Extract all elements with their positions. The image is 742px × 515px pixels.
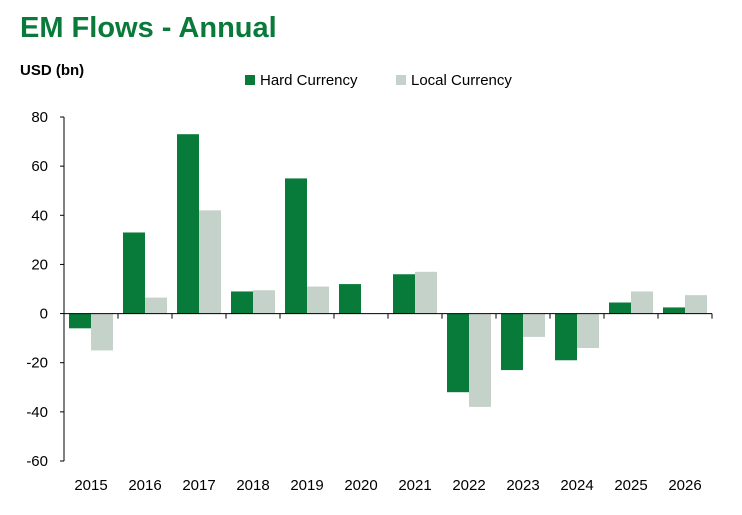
- bar-hard-2022: [447, 313, 469, 393]
- y-tick-label: -40: [26, 404, 48, 421]
- y-tick-label: 80: [31, 109, 48, 126]
- legend-label-local: Local Currency: [411, 72, 512, 89]
- x-tick-label: 2025: [614, 477, 647, 494]
- y-tick-label: 20: [31, 256, 48, 273]
- x-tick-label: 2026: [668, 477, 701, 494]
- bar-hard-2025: [609, 302, 631, 314]
- legend-label-hard: Hard Currency: [260, 72, 358, 89]
- bar-local-2018: [253, 290, 275, 314]
- x-tick-label: 2019: [290, 477, 323, 494]
- bar-local-2021: [415, 271, 437, 314]
- bar-local-2017: [199, 210, 221, 314]
- bar-hard-2026: [663, 307, 685, 314]
- unit-label: USD (bn): [20, 62, 85, 79]
- bar-local-2019: [307, 286, 329, 314]
- y-axis: -60 -40 -20 0 20 40 60 80: [26, 109, 65, 470]
- bar-local-2026: [685, 295, 707, 314]
- y-tick-label: 0: [40, 306, 48, 323]
- legend-swatch-local: [396, 75, 406, 85]
- bar-hard-2017: [177, 134, 199, 314]
- bar-hard-2019: [285, 178, 307, 314]
- x-tick-label: 2024: [560, 477, 593, 494]
- legend-swatch-hard: [245, 75, 255, 85]
- bar-local-2023: [523, 313, 545, 337]
- bar-local-2015: [91, 313, 113, 351]
- x-tick-label: 2023: [506, 477, 539, 494]
- y-tick-label: -60: [26, 453, 48, 470]
- bar-hard-2016: [123, 232, 145, 314]
- chart-title: EM Flows - Annual: [20, 12, 277, 44]
- bar-hard-2024: [555, 313, 577, 361]
- bar-local-2022: [469, 313, 491, 407]
- x-tick-label: 2021: [398, 477, 431, 494]
- y-tick-label: 60: [31, 158, 48, 175]
- bar-hard-2021: [393, 274, 415, 314]
- x-tick-label: 2020: [344, 477, 377, 494]
- x-tick-label: 2015: [74, 477, 107, 494]
- bars: [69, 134, 707, 407]
- bar-local-2024: [577, 313, 599, 348]
- x-tick-label: 2022: [452, 477, 485, 494]
- bar-hard-2015: [69, 313, 91, 329]
- bar-hard-2023: [501, 313, 523, 371]
- legend: Hard Currency Local Currency: [245, 72, 512, 89]
- x-tick-label: 2018: [236, 477, 269, 494]
- x-tick-label: 2016: [128, 477, 161, 494]
- y-tick-label: -20: [26, 355, 48, 372]
- bar-local-2025: [631, 291, 653, 314]
- y-tick-label: 40: [31, 207, 48, 224]
- bar-hard-2020: [339, 284, 361, 314]
- x-tick-label: 2017: [182, 477, 215, 494]
- bar-local-2016: [145, 297, 167, 314]
- bar-hard-2018: [231, 291, 253, 314]
- x-axis: 2015 2016 2017 2018 2019 2020 2021 2022 2023 2024…: [63, 313, 713, 494]
